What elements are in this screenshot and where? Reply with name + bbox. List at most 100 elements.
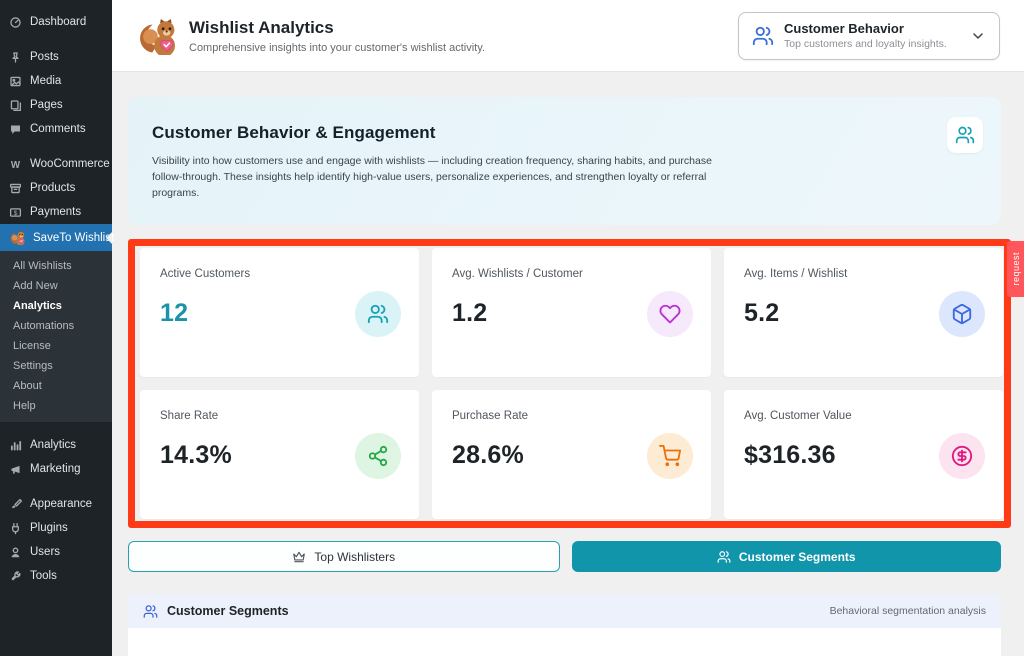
dropdown-selected-label: Customer Behavior bbox=[784, 21, 904, 36]
sidebar-item-label: Plugins bbox=[30, 522, 68, 534]
tab-customer-segments[interactable]: Customer Segments bbox=[571, 541, 1001, 572]
stat-value: 5.2 bbox=[744, 299, 780, 327]
sidebar-item-comments[interactable]: Comments bbox=[0, 117, 112, 141]
wp-admin-sidebar: Dashboard Posts Media Pages Comments W W… bbox=[0, 0, 114, 656]
squirrel-logo bbox=[139, 17, 176, 55]
page-title: Wishlist Analytics bbox=[189, 17, 334, 37]
sidebar-item-tools[interactable]: Tools bbox=[0, 564, 112, 588]
panel-icon-badge bbox=[947, 117, 983, 153]
annotation-tab-label: request bbox=[1010, 252, 1021, 286]
stat-card-share-rate: Share Rate 14.3% bbox=[140, 390, 419, 519]
stat-card-purchase-rate: Purchase Rate 28.6% bbox=[432, 390, 711, 519]
sidebar-item-label: Marketing bbox=[30, 463, 81, 475]
stat-card-active-customers: Active Customers 12 bbox=[140, 248, 419, 377]
stat-icon-badge bbox=[939, 291, 985, 337]
sidebar-item-label: Tools bbox=[30, 570, 57, 582]
view-tabs: Top Wishlisters Customer Segments bbox=[128, 541, 1001, 572]
sidebar-item-payments[interactable]: $ Payments bbox=[0, 200, 112, 224]
archive-box-icon bbox=[9, 183, 22, 193]
pushpin-icon bbox=[12, 51, 19, 63]
stat-icon-badge bbox=[355, 291, 401, 337]
stat-value: $316.36 bbox=[744, 441, 836, 469]
saveto-wishlist-submenu: All Wishlists Add New Analytics Automati… bbox=[0, 251, 112, 422]
tab-top-wishlisters[interactable]: Top Wishlisters bbox=[128, 541, 560, 572]
sidebar-item-appearance[interactable]: Appearance bbox=[0, 492, 112, 516]
sidebar-item-label: Media bbox=[30, 75, 62, 87]
panel-description: Visibility into how customers use and en… bbox=[152, 155, 712, 199]
sidebar-item-saveto-wishlist[interactable]: SaveTo Wishlist bbox=[0, 224, 114, 251]
users-icon bbox=[143, 604, 158, 618]
sidebar-item-plugins[interactable]: Plugins bbox=[0, 516, 112, 540]
dashboard-icon bbox=[10, 16, 21, 28]
stat-label: Purchase Rate bbox=[452, 410, 529, 422]
megaphone-icon bbox=[11, 465, 20, 474]
annotation-tab: request bbox=[1007, 241, 1024, 297]
shopping-cart-icon bbox=[659, 445, 681, 467]
submenu-item-analytics[interactable]: Analytics bbox=[13, 300, 62, 312]
submenu-item-about[interactable]: About bbox=[13, 380, 42, 392]
sidebar-item-posts[interactable]: Posts bbox=[0, 45, 112, 69]
sidebar-item-label: WooCommerce bbox=[30, 158, 110, 170]
sidebar-item-analytics[interactable]: Analytics bbox=[0, 433, 112, 457]
submenu-item-add-new[interactable]: Add New bbox=[13, 280, 58, 292]
sidebar-item-dashboard[interactable]: Dashboard bbox=[0, 10, 112, 34]
sidebar-item-products[interactable]: Products bbox=[0, 176, 112, 200]
sidebar-item-label: Appearance bbox=[30, 498, 93, 510]
stat-card-avg-customer-value: Avg. Customer Value $316.36 bbox=[724, 390, 1003, 519]
sidebar-item-woocommerce[interactable]: W WooCommerce bbox=[0, 152, 112, 176]
users-icon bbox=[717, 550, 731, 563]
sidebar-item-label: Pages bbox=[30, 99, 63, 111]
submenu-item-automations[interactable]: Automations bbox=[13, 320, 75, 332]
bar-chart-icon bbox=[10, 440, 22, 450]
sidebar-item-media[interactable]: Media bbox=[0, 69, 112, 93]
sidebar-item-label: Dashboard bbox=[30, 16, 87, 28]
submenu-item-help[interactable]: Help bbox=[13, 400, 36, 412]
svg-text:$: $ bbox=[14, 209, 18, 216]
title-block: Wishlist Analytics Comprehensive insight… bbox=[189, 18, 485, 54]
chevron-down-icon bbox=[973, 32, 983, 39]
stat-icon-badge bbox=[647, 291, 693, 337]
user-icon bbox=[11, 547, 20, 557]
submenu-item-settings[interactable]: Settings bbox=[13, 360, 53, 372]
customer-segments-section-header: Customer Segments Behavioral segmentatio… bbox=[128, 594, 1001, 628]
users-icon bbox=[955, 126, 975, 144]
stat-card-avg-wishlists: Avg. Wishlists / Customer 1.2 bbox=[432, 248, 711, 377]
stat-label: Active Customers bbox=[160, 268, 251, 280]
tab-label: Customer Segments bbox=[738, 549, 856, 564]
wrench-icon bbox=[11, 570, 21, 580]
customer-behavior-panel: Customer Behavior & Engagement Visibilit… bbox=[128, 97, 1001, 225]
stat-value: 14.3% bbox=[160, 441, 232, 469]
sidebar-item-label: Posts bbox=[30, 51, 59, 63]
section-title: Customer Segments bbox=[167, 604, 289, 618]
users-icon bbox=[752, 26, 774, 45]
payments-icon: $ bbox=[9, 207, 22, 216]
pages-icon bbox=[10, 99, 22, 111]
stats-grid: Active Customers 12 Avg. Wishlists / Cus… bbox=[140, 248, 1003, 519]
sidebar-item-users[interactable]: Users bbox=[0, 540, 112, 564]
stat-label: Share Rate bbox=[160, 410, 219, 422]
users-icon bbox=[367, 304, 389, 324]
dropdown-text: Customer Behavior Top customers and loya… bbox=[784, 21, 960, 50]
tab-label: Top Wishlisters bbox=[314, 549, 396, 564]
panel-heading: Customer Behavior & Engagement bbox=[152, 123, 436, 142]
comment-bubble-icon bbox=[11, 124, 20, 134]
section-select-dropdown[interactable]: Customer Behavior Top customers and loya… bbox=[738, 11, 1000, 60]
submenu-item-license[interactable]: License bbox=[13, 340, 51, 352]
stat-value: 12 bbox=[160, 299, 189, 327]
page-header: Wishlist Analytics Comprehensive insight… bbox=[112, 0, 1024, 72]
package-icon bbox=[952, 303, 972, 325]
stat-label: Avg. Items / Wishlist bbox=[744, 268, 848, 280]
sidebar-item-pages[interactable]: Pages bbox=[0, 93, 112, 117]
stat-value: 1.2 bbox=[452, 299, 488, 327]
customer-segments-section-body bbox=[128, 628, 1001, 656]
dollar-circle-icon bbox=[951, 445, 973, 467]
sidebar-item-marketing[interactable]: Marketing bbox=[0, 457, 112, 481]
page-subtitle: Comprehensive insights into your custome… bbox=[189, 41, 485, 54]
stat-icon-badge bbox=[355, 433, 401, 479]
submenu-item-all-wishlists[interactable]: All Wishlists bbox=[13, 260, 72, 272]
squirrel-icon bbox=[10, 230, 25, 245]
section-subtitle: Behavioral segmentation analysis bbox=[829, 605, 986, 617]
svg-text:W: W bbox=[11, 159, 21, 170]
plug-icon bbox=[12, 522, 19, 534]
